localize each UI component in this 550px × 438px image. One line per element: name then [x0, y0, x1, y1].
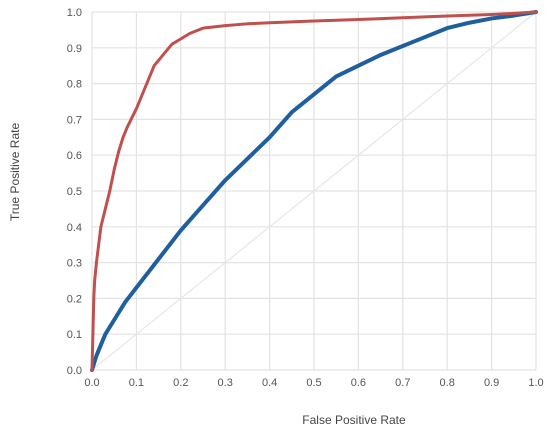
x-axis-title: False Positive Rate — [302, 413, 406, 427]
series-layer — [90, 10, 538, 372]
y-tick-label: 0.4 — [67, 222, 82, 234]
x-tick-label: 0.6 — [351, 377, 366, 389]
x-tick-label: 0.7 — [395, 377, 410, 389]
x-tick-label: 0.1 — [129, 377, 144, 389]
y-tick-label: 0.5 — [67, 186, 82, 198]
y-tick-label: 0.0 — [67, 365, 82, 377]
y-tick-label: 0.3 — [67, 258, 82, 270]
y-tick-label: 0.2 — [67, 293, 82, 305]
grid-layer — [91, 11, 537, 371]
y-tick-label: 0.1 — [67, 329, 82, 341]
y-tick-label: 1.0 — [67, 7, 82, 19]
y-tick-label: 0.8 — [67, 79, 82, 91]
x-tick-label: 0.9 — [484, 377, 499, 389]
roc-curve-blue — [90, 10, 538, 372]
x-tick-label: 0.3 — [218, 377, 233, 389]
tick-layer: 0.0 0.1 0.2 0.3 0.4 0.5 0.6 0.7 0.8 0.9 1.0 0.0 0.1 0… — [67, 7, 544, 389]
x-tick-label: 0.4 — [262, 377, 277, 389]
x-tick-label: 0.0 — [84, 377, 99, 389]
x-tick-label: 0.2 — [173, 377, 188, 389]
diagonal-reference-line — [91, 11, 537, 371]
roc-curve-red — [90, 10, 538, 372]
y-axis-title: True Positive Rate — [8, 123, 22, 222]
x-tick-label: 1.0 — [528, 377, 543, 389]
y-tick-label: 0.9 — [67, 43, 82, 55]
x-tick-label: 0.5 — [306, 377, 321, 389]
x-tick-label: 0.8 — [440, 377, 455, 389]
y-tick-label: 0.7 — [67, 114, 82, 126]
y-tick-label: 0.6 — [67, 150, 82, 162]
